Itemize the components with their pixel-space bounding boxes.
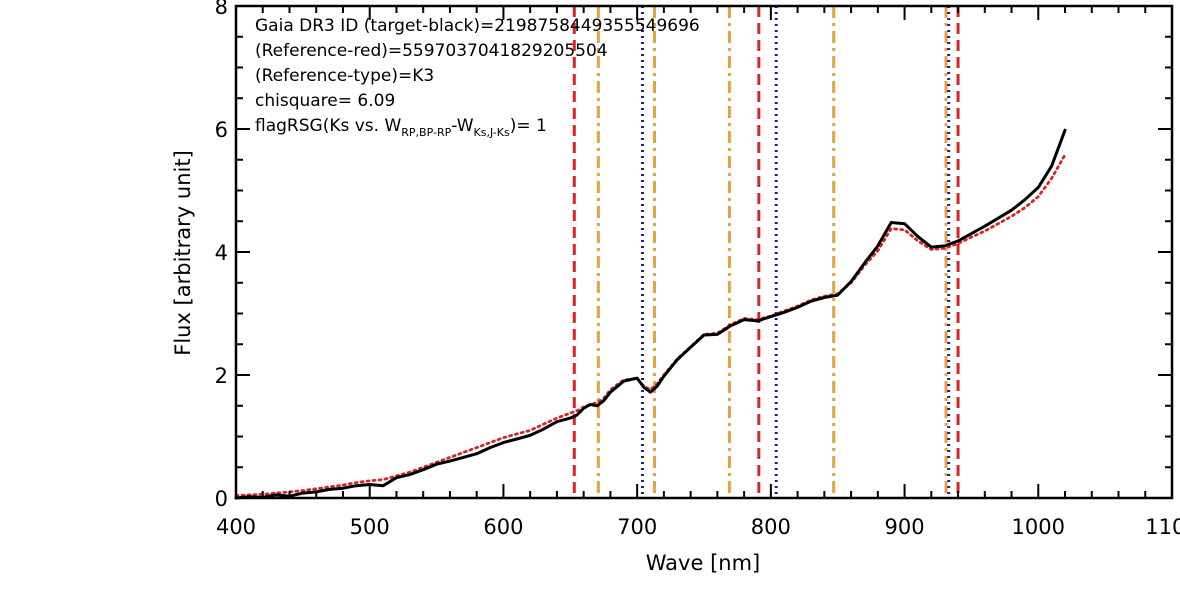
- annotation-reference-red: (Reference-red)=5597037041829205504: [255, 41, 608, 61]
- x-tick-label: 600: [483, 515, 523, 539]
- series-layer: [234, 128, 1067, 500]
- x-tick-label: 1000: [1012, 515, 1065, 539]
- y-tick-label: 8: [215, 0, 228, 19]
- x-tick-label: 700: [617, 515, 657, 539]
- annotation-flag-rsg: flagRSG(Ks vs. WRP,BP-RP-WKs,J-Ks)= 1: [255, 116, 547, 139]
- vline-layer: [572, 6, 960, 498]
- y-axis-label: Flux [arbitrary unit]: [171, 150, 195, 356]
- annotation-block: Gaia DR3 ID (target-black)=2198758449355…: [255, 16, 700, 139]
- y-tick-label: 6: [215, 118, 228, 142]
- annotation-chisquare: chisquare= 6.09: [255, 91, 395, 111]
- y-tick-label: 2: [215, 364, 228, 388]
- annotation-gaia-id: Gaia DR3 ID (target-black)=2198758449355…: [255, 16, 700, 36]
- y-tick-label: 0: [215, 487, 228, 511]
- x-tick-label: 800: [751, 515, 791, 539]
- x-tick-label: 500: [350, 515, 390, 539]
- x-axis-label: Wave [nm]: [646, 551, 760, 575]
- x-tick-label: 900: [885, 515, 925, 539]
- target-spectrum-line: [234, 128, 1067, 500]
- y-tick-label: 4: [215, 241, 228, 265]
- annotation-reference-type: (Reference-type)=K3: [255, 66, 434, 86]
- x-tick-label: 400: [216, 515, 256, 539]
- reference-spectrum-line: [234, 153, 1067, 497]
